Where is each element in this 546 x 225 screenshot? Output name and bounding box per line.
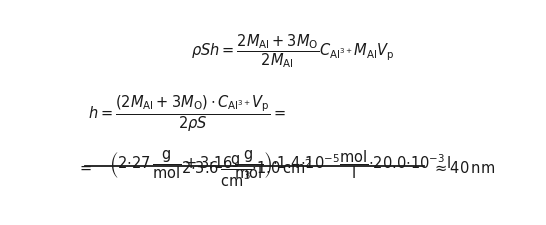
Text: $=$: $=$ [76, 160, 92, 174]
Text: $\left(2{\cdot}27\,\dfrac{\mathrm{g}}{\mathrm{mol}}+3{\cdot}16\,\dfrac{\mathrm{g: $\left(2{\cdot}27\,\dfrac{\mathrm{g}}{\m… [109, 148, 451, 181]
Text: $h=\dfrac{(2M_{\mathrm{Al}}+3M_{\mathrm{O}})\cdot C_{\mathrm{Al}^{3+}}V_{\mathrm: $h=\dfrac{(2M_{\mathrm{Al}}+3M_{\mathrm{… [88, 93, 286, 133]
Text: $\approx 40\,\mathrm{nm}$: $\approx 40\,\mathrm{nm}$ [432, 159, 495, 175]
Text: $2{\cdot}3.6\,\dfrac{\mathrm{g}}{\mathrm{cm}^{3}}{\cdot}1.0\,\mathrm{cm}^{2}$: $2{\cdot}3.6\,\dfrac{\mathrm{g}}{\mathrm… [181, 153, 311, 188]
Text: $\rho Sh=\dfrac{2M_{\mathrm{Al}}+3M_{\mathrm{O}}}{2M_{\mathrm{Al}}}C_{\mathrm{Al: $\rho Sh=\dfrac{2M_{\mathrm{Al}}+3M_{\ma… [191, 32, 394, 70]
